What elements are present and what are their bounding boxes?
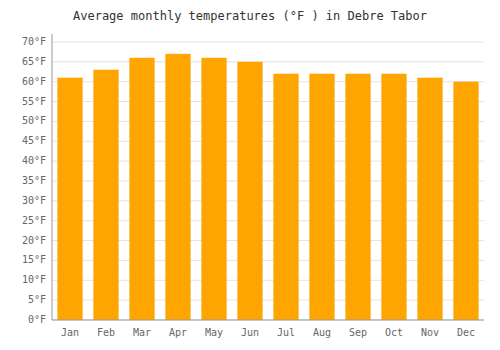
y-tick-label: 15°F <box>22 254 46 265</box>
x-tick-label: Nov <box>421 327 439 338</box>
bar <box>381 74 406 320</box>
bar <box>237 62 262 320</box>
y-tick-label: 20°F <box>22 235 46 246</box>
x-tick-label: Feb <box>97 327 115 338</box>
x-tick-label: Jun <box>241 327 259 338</box>
x-tick-label: Mar <box>133 327 151 338</box>
x-tick-label: Jan <box>61 327 79 338</box>
y-tick-label: 30°F <box>22 195 46 206</box>
bar <box>201 58 226 320</box>
y-tick-label: 5°F <box>28 294 46 305</box>
x-axis: Jan Feb Mar Apr May Jun Jul Aug Sep Oct Nov Dec <box>61 327 475 338</box>
y-tick-label: 35°F <box>22 175 46 186</box>
x-axis-line <box>52 320 484 321</box>
bar <box>129 58 154 320</box>
y-tick-label: 25°F <box>22 215 46 226</box>
chart-container: 0°F 5°F 10°F 15°F 20°F 25°F 30°F 35°F 40°F 45°F 50… <box>0 0 500 350</box>
y-tick-label: 55°F <box>22 96 46 107</box>
x-tick-label: Sep <box>349 327 367 338</box>
y-axis-line <box>52 34 53 320</box>
x-tick-label: Aug <box>313 327 331 338</box>
bars <box>57 54 478 320</box>
y-tick-label: 70°F <box>22 36 46 47</box>
grid-line <box>52 320 484 321</box>
bar <box>273 74 298 320</box>
chart-svg: 0°F 5°F 10°F 15°F 20°F 25°F 30°F 35°F 40°F 45°F 50… <box>0 0 500 350</box>
x-tick-label: Jul <box>277 327 295 338</box>
grid <box>52 42 484 320</box>
y-tick-label: 10°F <box>22 274 46 285</box>
title: Average monthly temperatures (°F ) in De… <box>73 9 427 23</box>
bar <box>417 78 442 320</box>
y-tick-label: 50°F <box>22 115 46 126</box>
bar <box>309 74 334 320</box>
bar <box>93 70 118 320</box>
bar <box>165 54 190 320</box>
grid-line <box>52 41 484 42</box>
bar <box>57 78 82 320</box>
bar <box>345 74 370 320</box>
grid-line <box>52 61 484 62</box>
x-tick-label: May <box>205 327 223 338</box>
y-tick-label: 60°F <box>22 76 46 87</box>
x-tick-label: Apr <box>169 327 187 338</box>
y-tick-label: 45°F <box>22 135 46 146</box>
y-axis: 0°F 5°F 10°F 15°F 20°F 25°F 30°F 35°F 40°F 45°F 50… <box>22 36 46 325</box>
bar <box>453 82 478 320</box>
x-tick-label: Dec <box>457 327 475 338</box>
y-tick-label: 0°F <box>28 314 46 325</box>
x-tick-label: Oct <box>385 327 403 338</box>
y-tick-label: 65°F <box>22 56 46 67</box>
y-tick-label: 40°F <box>22 155 46 166</box>
